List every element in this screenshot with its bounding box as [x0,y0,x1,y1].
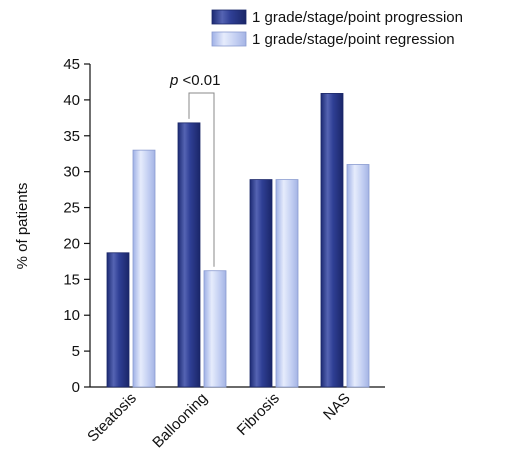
y-tick-label: 10 [63,307,80,324]
category-label-ballooning: Ballooning [149,390,211,452]
y-tick-label: 40 [63,92,80,109]
y-tick-label: 0 [72,379,80,396]
bar-steatosis-regression [132,149,156,388]
y-tick-label: 35 [63,128,80,145]
bar-steatosis-progression [106,252,130,388]
significance-bracket [188,92,215,267]
bar-fibrosis-regression [275,179,299,388]
y-tick-label: 30 [63,164,80,181]
y-tick-label: 20 [63,235,80,252]
y-tick-label: 5 [72,343,80,360]
significance-label: p <0.01 [169,72,220,89]
bar-ballooning-progression [177,122,201,388]
y-tick-label: 45 [63,56,80,73]
bar-nas-progression [320,93,344,388]
category-labels: Steatosis Ballooning Fibrosis NAS [84,390,354,452]
y-tick-label: 25 [63,200,80,217]
category-label-fibrosis: Fibrosis [234,390,283,439]
y-ticks: 0 5 10 15 20 25 30 35 40 45 [63,56,90,396]
legend-label-regression: 1 grade/stage/point regression [252,31,455,48]
category-label-steatosis: Steatosis [84,390,140,446]
y-axis: 0 5 10 15 20 25 30 35 40 45 [63,56,91,396]
legend-swatch-regression [211,31,247,47]
bar-fibrosis-progression [249,179,273,388]
bar-ballooning-regression [203,270,227,388]
category-label-nas: NAS [320,390,354,424]
y-tick-label: 15 [63,271,80,288]
legend: 1 grade/stage/point progression 1 grade/… [211,9,463,48]
bar-nas-regression [346,164,370,388]
legend-label-progression: 1 grade/stage/point progression [252,9,463,26]
y-axis-title: % of patients [14,183,31,270]
legend-swatch-progression [211,9,247,25]
bars [106,93,370,388]
significance-annotation: p <0.01 [169,72,220,267]
